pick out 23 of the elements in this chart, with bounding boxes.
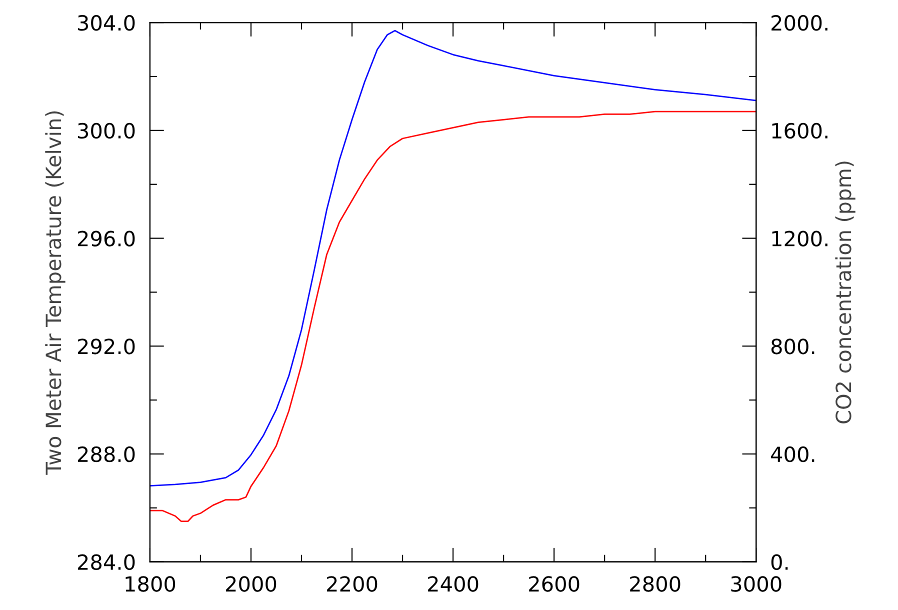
- y2-tick-label: 2000.: [772, 15, 828, 31]
- y-tick-label: 292.0: [78, 338, 135, 354]
- y2-tick-label: 1200.: [772, 230, 828, 246]
- y2-tick-label: 1600.: [772, 122, 828, 139]
- y-tick-label: 300.0: [78, 122, 135, 139]
- line-series: [150, 30, 756, 486]
- x-tick-label: 2000: [226, 576, 276, 592]
- y-tick-label: 304.0: [78, 15, 135, 31]
- y-tick-label: 284.0: [78, 554, 135, 570]
- y2-tick-label: 800.: [771, 338, 814, 354]
- line-series: [150, 110, 756, 522]
- y2-tick-label: 400.: [771, 446, 814, 462]
- y-tick-label: 288.0: [78, 446, 135, 462]
- y2-axis-title: CO2 concentration (ppm): [835, 162, 856, 424]
- x-tick-label: 2800: [630, 576, 680, 592]
- y-axis-title: Two Meter Air Temperature (Kelvin): [45, 111, 66, 475]
- x-tick-label: 2200: [327, 576, 378, 592]
- x-tick-label: 3000: [731, 576, 782, 592]
- y2-tick-label: 0.: [771, 554, 788, 570]
- x-tick-label: 2400: [428, 576, 478, 592]
- x-tick-label: 2600: [529, 576, 580, 592]
- y-tick-label: 296.0: [78, 230, 135, 246]
- x-tick-label: 1800: [126, 576, 176, 592]
